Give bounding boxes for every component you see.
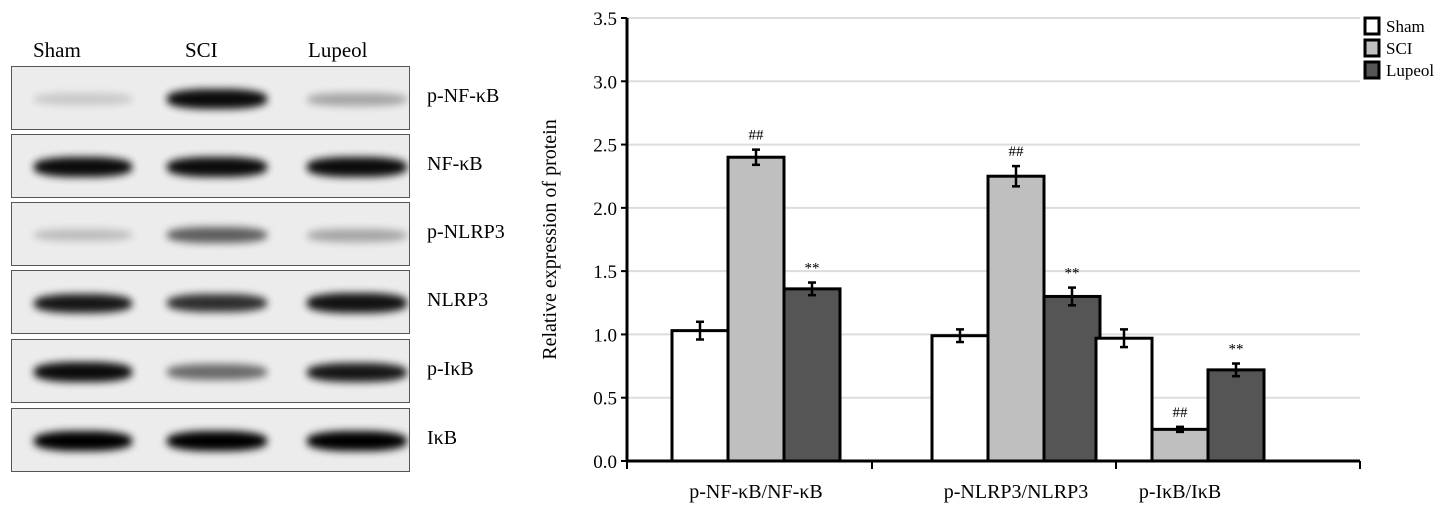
blot-band [34,93,132,105]
bar-sci [1150,427,1210,463]
y-tick-label: 2.5 [593,136,617,157]
lane-label-sham: Sham [33,38,81,62]
significance-marker: ** [1229,342,1244,358]
blot-row-label: p-NF-κB [427,85,500,107]
y-tick-label: 0.5 [593,389,617,410]
lane-label-lupeol: Lupeol [308,38,368,62]
bar-sham [930,334,990,463]
x-tick-label: p-NLRP3/NLRP3 [944,481,1088,503]
bar-sham [1094,336,1154,463]
bar-lupeol [782,287,842,463]
blot-band [167,431,267,451]
blot-panel [11,339,410,403]
blot-band [167,294,267,312]
legend-swatch-lupeol [1363,60,1381,80]
significance-marker: ## [1009,144,1025,160]
x-tick-label: p-IκB/IκB [1139,481,1221,503]
y-tick-label: 3.0 [593,72,617,93]
legend-label: Lupeol [1386,61,1434,80]
blot-band [167,89,267,109]
blot-band [307,362,407,382]
blot-row-label: NF-κB [427,153,483,175]
blot-panel [11,408,410,472]
blot-row-label: p-NLRP3 [427,221,505,243]
blot-panel [11,134,410,198]
y-tick-label: 2.0 [593,199,617,220]
lane-label-sci: SCI [185,38,218,62]
significance-marker: ## [749,128,765,144]
blot-band [307,92,407,106]
bar-sci [726,155,786,463]
blot-band [167,364,267,380]
blot-panel [11,66,410,130]
blot-panel [11,270,410,334]
bar-lupeol [1042,294,1102,463]
legend-swatch-sham [1363,16,1381,36]
blot-row-label: p-IκB [427,358,474,380]
y-tick-label: 1.5 [593,262,617,283]
blot-band [34,293,132,313]
blot-band [34,362,132,382]
blot-band [167,227,267,243]
bar-sci [986,174,1046,463]
blot-band [307,293,407,313]
legend-label: SCI [1386,39,1413,58]
blot-band [34,229,132,241]
blot-panel [11,202,410,266]
legend-label: Sham [1386,17,1425,36]
legend-swatch-sci [1363,38,1381,58]
significance-marker: ## [1173,405,1189,421]
y-axis-label: Relative expression of protein [539,119,561,360]
blot-band [34,157,132,177]
blot-band [307,157,407,177]
bar-lupeol [1206,368,1266,463]
x-tick-label: p-NF-κB/NF-κB [689,481,823,503]
bar-sham [670,329,730,463]
y-tick-label: 3.5 [593,9,617,30]
blot-band [34,431,132,451]
y-tick-label: 0.0 [593,452,617,473]
blot-band [307,228,407,242]
blot-row-label: IκB [427,427,458,449]
significance-marker: ** [1065,266,1080,282]
y-tick-label: 1.0 [593,325,617,346]
significance-marker: ** [805,261,820,277]
blot-band [307,431,407,451]
blot-row-label: NLRP3 [427,289,489,311]
blot-band [167,157,267,177]
